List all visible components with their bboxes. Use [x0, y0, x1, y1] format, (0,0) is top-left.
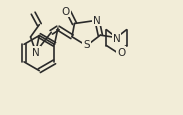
Text: N: N [113, 33, 120, 43]
Text: N: N [32, 47, 40, 57]
Text: N: N [93, 16, 101, 26]
Text: S: S [83, 39, 90, 49]
Text: O: O [117, 48, 126, 58]
Text: O: O [62, 7, 70, 17]
